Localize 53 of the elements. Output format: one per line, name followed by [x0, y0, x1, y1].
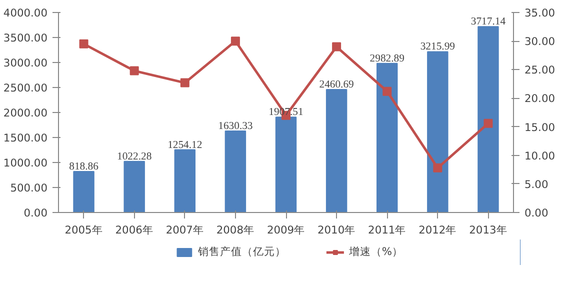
y-tick-label: 1000.00 — [3, 156, 48, 170]
data-label: 1254.12 — [168, 140, 202, 151]
legend-label: 增速（%） — [348, 245, 404, 259]
y-tick-label: 500.00 — [10, 182, 48, 194]
point — [230, 36, 240, 46]
y2-tick-label: 15.00 — [524, 120, 556, 134]
x-tick-label: 2008年 — [216, 224, 255, 236]
y2-tick-label: 5.00 — [524, 178, 548, 191]
y-tick-label: 2500.00 — [3, 82, 48, 94]
y2-tick-label: 0.00 — [524, 206, 548, 220]
x-tick-label: 2005年 — [64, 224, 103, 236]
x-tick-label: 2011年 — [368, 224, 406, 236]
y2-tick-label: 10.00 — [524, 149, 556, 162]
x-tick-label: 2007年 — [166, 224, 204, 236]
point — [130, 66, 139, 76]
point — [433, 163, 442, 172]
bar — [224, 130, 246, 212]
y2-tick-label: 20.00 — [524, 92, 556, 106]
legend-label: 销售产值（亿元） — [198, 245, 286, 259]
y-tick-label: 3500.00 — [3, 32, 48, 44]
data-label: 818.86 — [69, 162, 100, 173]
x-tick-label: 2009年 — [266, 224, 306, 236]
x-tick-label: 2006年 — [115, 224, 154, 236]
point — [180, 78, 190, 88]
bar — [326, 88, 348, 212]
bar — [174, 149, 196, 212]
point — [382, 86, 392, 96]
bar — [427, 51, 448, 212]
y2-tick-label: 30.00 — [524, 35, 556, 48]
data-label: 1022.28 — [117, 151, 152, 162]
y-tick-label: 2000.00 — [3, 106, 48, 120]
data-label: 2460.69 — [319, 79, 354, 90]
y-tick-label: 4000.00 — [3, 6, 48, 20]
bar — [73, 171, 94, 212]
x-tick-label: 2013年 — [469, 224, 508, 236]
data-label: 1630.33 — [218, 120, 253, 132]
y2-tick-label: 25.00 — [524, 64, 556, 77]
data-label: 3717.14 — [470, 16, 506, 28]
point — [332, 42, 342, 52]
bar — [124, 160, 145, 212]
data-label: 3215.99 — [420, 42, 455, 53]
x-tick-label: 2012年 — [418, 224, 457, 236]
point — [79, 39, 88, 48]
y-tick-label: 1500.00 — [3, 132, 48, 144]
y2-tick-label: 35.00 — [524, 6, 556, 20]
bar — [376, 62, 398, 212]
x-tick-label: 2010年 — [317, 224, 356, 236]
point — [484, 118, 493, 128]
bar — [275, 116, 297, 212]
y-tick-label: 3000.00 — [3, 56, 48, 70]
y-tick-label: 0.00 — [24, 206, 48, 220]
data-label: 2982.89 — [370, 53, 404, 64]
bar — [478, 26, 499, 212]
